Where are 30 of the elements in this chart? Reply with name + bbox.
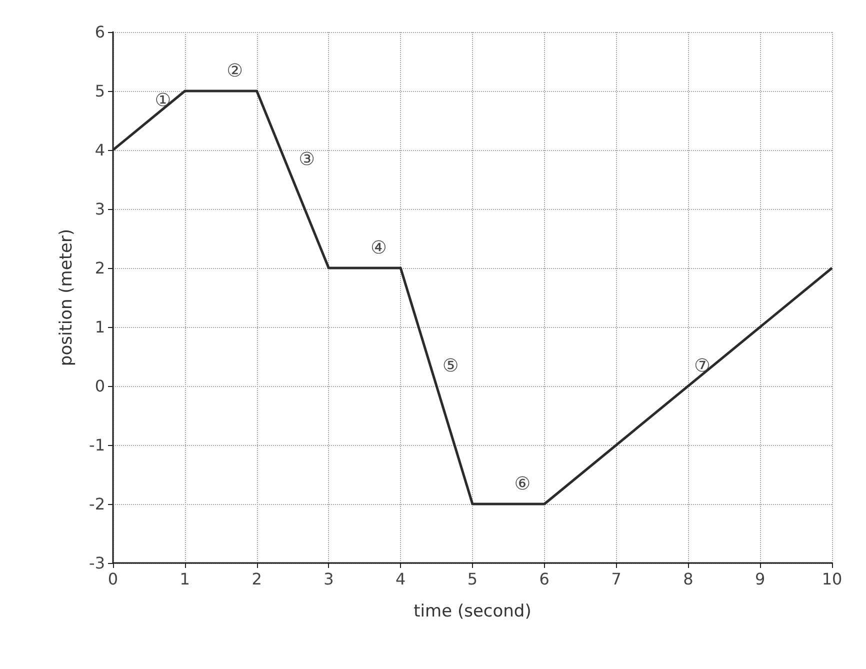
annotation: ④ [370, 238, 387, 258]
x-tick-label: 2 [252, 570, 262, 588]
x-tick-label: 3 [324, 570, 334, 588]
y-tick-label: 5 [94, 82, 105, 100]
y-tick-label: 0 [94, 376, 105, 396]
annotation: ⑦ [694, 356, 710, 376]
annotation: ③ [298, 149, 315, 170]
annotation: ⑥ [514, 474, 531, 494]
y-tick-label: 3 [94, 200, 105, 218]
y-tick-label: -3 [89, 554, 105, 572]
annotation: ① [154, 90, 172, 111]
y-tick-label: 6 [94, 22, 105, 42]
x-tick-label: 1 [180, 570, 190, 588]
y-tick-label: 1 [94, 318, 105, 336]
y-tick-label: 4 [94, 140, 105, 160]
y-tick-label: 2 [94, 258, 105, 278]
x-tick-label: 0 [108, 570, 118, 588]
x-axis-title: time (second) [414, 602, 532, 622]
x-tick-label: 4 [396, 570, 406, 588]
x-tick-label: 5 [467, 570, 478, 588]
y-tick-label: -2 [89, 494, 105, 514]
x-tick-label: 6 [539, 570, 550, 588]
x-tick-label: 10 [822, 570, 842, 588]
annotation: ⑤ [442, 356, 459, 376]
y-axis-title: position (meter) [56, 228, 76, 366]
y-tick-label: -1 [89, 436, 105, 454]
x-tick-label: 7 [611, 570, 622, 588]
annotation: ② [226, 60, 243, 82]
x-tick-label: 8 [683, 570, 694, 588]
x-tick-label: 9 [755, 570, 766, 588]
